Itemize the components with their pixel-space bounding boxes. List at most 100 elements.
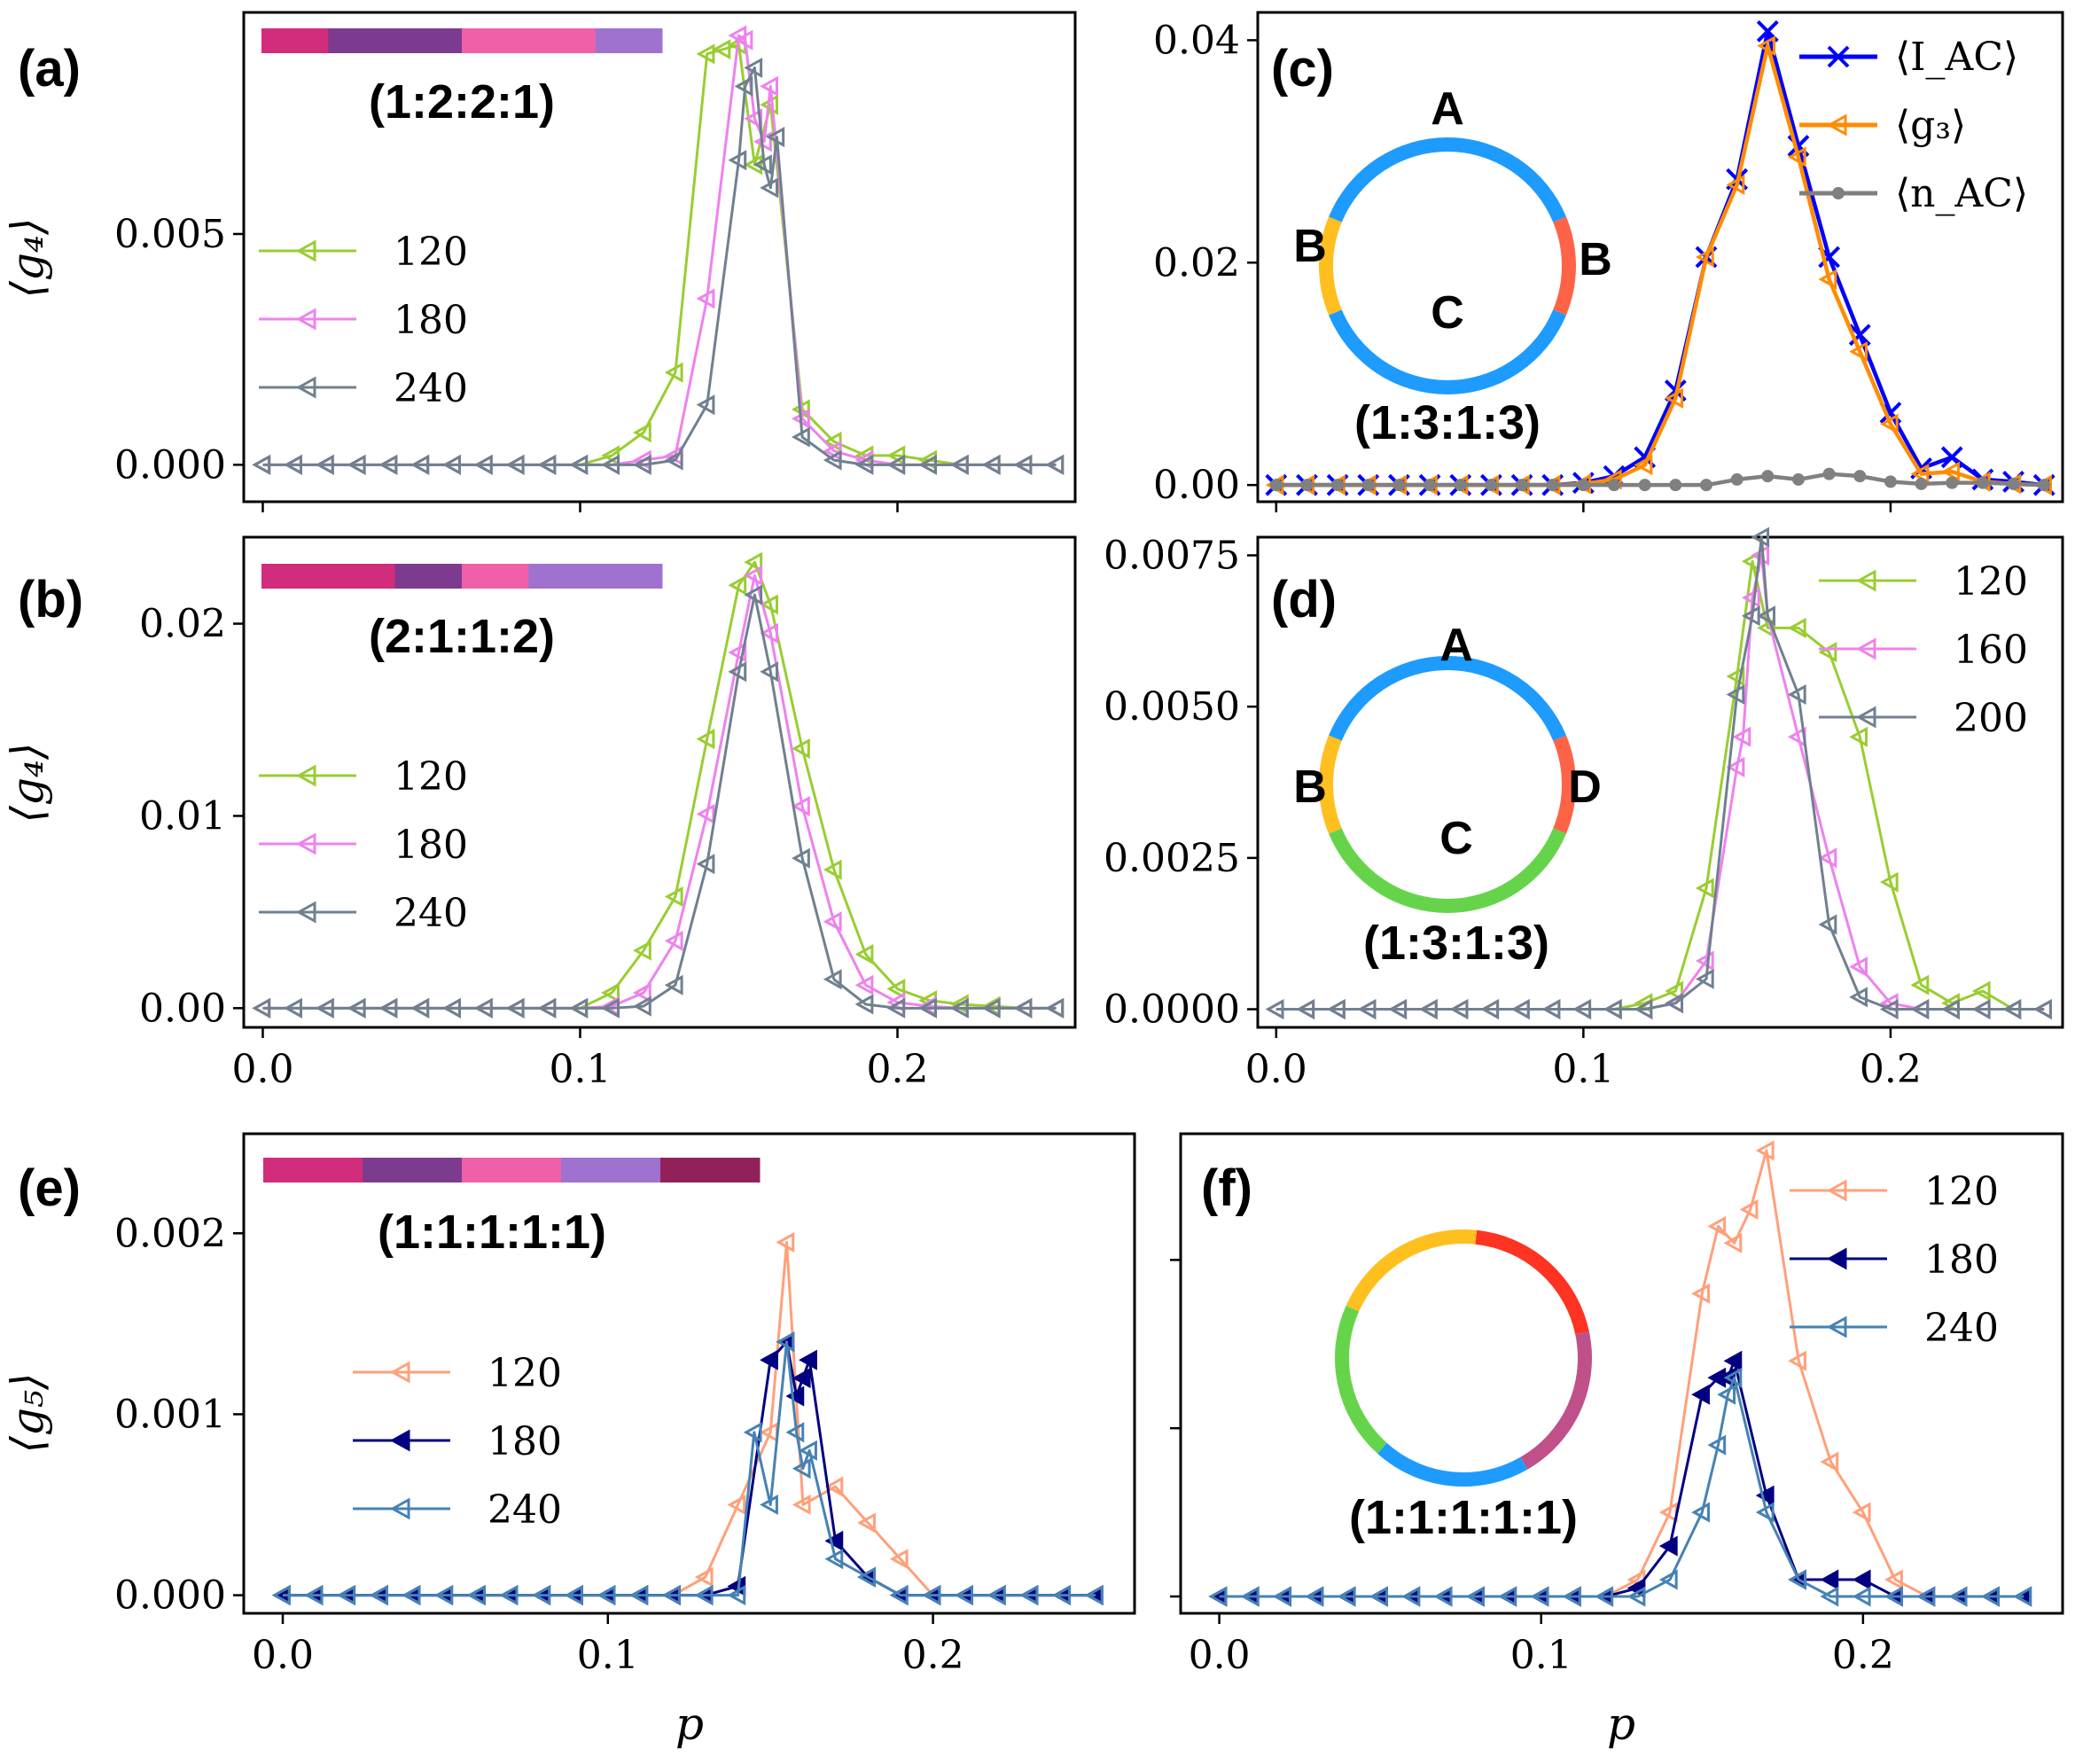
segment-label: D <box>1568 761 1602 813</box>
ratio-bar-segment <box>462 28 597 53</box>
legend-label: 120 <box>394 754 468 800</box>
data-point <box>1730 472 1743 486</box>
data-point <box>1626 1586 1646 1607</box>
data-point <box>1699 479 1712 492</box>
data-point <box>664 974 683 995</box>
legend-label: 200 <box>1954 696 2028 741</box>
data-point <box>1910 974 1930 995</box>
legend-marker <box>1832 187 1845 199</box>
legend-marker <box>1826 1179 1847 1202</box>
series-f-1 <box>1208 1350 2032 1607</box>
data-point <box>728 150 747 171</box>
x-tick-label: 0.2 <box>1860 1047 1922 1092</box>
ring-segment <box>1329 309 1566 394</box>
data-point <box>1331 479 1345 492</box>
data-point <box>569 997 589 1019</box>
data-point <box>505 997 525 1019</box>
data-point <box>1751 527 1770 548</box>
data-point <box>633 422 651 443</box>
plot-frame <box>1179 1132 2064 1615</box>
data-point <box>1757 617 1775 638</box>
y-axis-label: ⟨g₄⟩ <box>2 742 53 823</box>
legend-label: 240 <box>488 1487 562 1533</box>
legend-entry: 180 <box>1790 1237 1999 1283</box>
data-point <box>1820 1569 1839 1590</box>
ratio-bar-segment <box>561 1158 661 1183</box>
data-point <box>1418 998 1438 1020</box>
data-point <box>760 594 779 615</box>
legend-label: ⟨g₃⟩ <box>1895 103 1966 148</box>
ratio-bar-segment <box>261 564 396 589</box>
panel-label: (f) <box>1201 1159 1252 1217</box>
legend-marker <box>1826 113 1847 137</box>
data-point <box>785 1385 805 1407</box>
ring-segment <box>1329 828 1566 913</box>
data-point <box>712 39 731 60</box>
y-tick-label: 0.0075 <box>1104 533 1240 578</box>
data-point <box>1884 475 1897 488</box>
data-point <box>776 1231 795 1253</box>
data-point <box>1787 617 1806 638</box>
segment-label: A <box>1439 620 1473 671</box>
data-point <box>854 454 874 475</box>
data-point <box>1603 998 1622 1020</box>
data-point <box>744 154 763 176</box>
data-point <box>1853 470 1867 483</box>
data-point <box>664 362 683 383</box>
y-tick-label: 0.00 <box>139 986 226 1031</box>
legend-label: 240 <box>394 366 468 411</box>
data-point <box>1369 1586 1388 1607</box>
data-point <box>918 454 938 475</box>
panel-e: 0.0 0.1 0.2 0.000 0.001 0.002 ⟨g₅⟩ (e) (1:1:1:1:… <box>2 1132 1136 1678</box>
data-point <box>1976 476 1989 489</box>
legend-entry: 240 <box>1790 1306 1999 1351</box>
ratio-bar-segment <box>462 564 529 589</box>
y-tick-label: 0.005 <box>114 212 226 257</box>
ratio-bar-segment <box>660 1158 761 1183</box>
data-point <box>466 1585 486 1606</box>
data-point <box>601 454 620 475</box>
legend-marker <box>1826 1247 1847 1270</box>
ratio-bar-segment <box>528 564 663 589</box>
data-point <box>1658 1569 1678 1590</box>
data-point <box>1577 479 1590 492</box>
ring-segment <box>1319 216 1342 316</box>
legend-marker <box>1826 1315 1847 1339</box>
data-point <box>601 997 620 1019</box>
legend-marker <box>1855 569 1876 592</box>
y-tick-label: 0.02 <box>139 602 226 647</box>
data-point <box>760 661 779 683</box>
data-point <box>1327 998 1346 1020</box>
legend-entry: ⟨n_AC⟩ <box>1799 171 2028 216</box>
series-b-2 <box>252 584 1065 1019</box>
series-f-0 <box>1208 1140 2032 1607</box>
data-point <box>981 997 1001 1019</box>
legend-label: 120 <box>488 1351 562 1396</box>
series-line <box>1275 535 2045 1011</box>
data-point <box>633 982 651 1003</box>
data-point <box>886 979 906 1000</box>
data-point <box>378 997 398 1019</box>
data-point <box>918 997 938 1019</box>
legend-label: 160 <box>1954 628 2028 673</box>
y-tick-label: 0.0000 <box>1104 987 1240 1033</box>
segment-label: B <box>1579 234 1612 285</box>
ratio-bar-segment <box>462 1158 562 1183</box>
data-point <box>1337 1586 1356 1607</box>
x-tick-label: 0.1 <box>577 1633 639 1678</box>
data-point <box>1761 470 1775 483</box>
data-point <box>950 997 969 1019</box>
legend-marker <box>295 376 316 399</box>
data-point <box>1498 1586 1517 1607</box>
data-point <box>442 997 461 1019</box>
data-point <box>284 454 302 475</box>
x-axis-label-right: p <box>1607 1698 1635 1750</box>
legend-marker <box>1855 637 1876 660</box>
data-point <box>1791 472 1805 486</box>
data-point <box>633 995 651 1017</box>
data-point <box>537 454 557 475</box>
data-point <box>1269 479 1283 492</box>
data-point <box>1757 35 1775 57</box>
data-point <box>744 108 763 129</box>
data-point <box>744 584 763 605</box>
